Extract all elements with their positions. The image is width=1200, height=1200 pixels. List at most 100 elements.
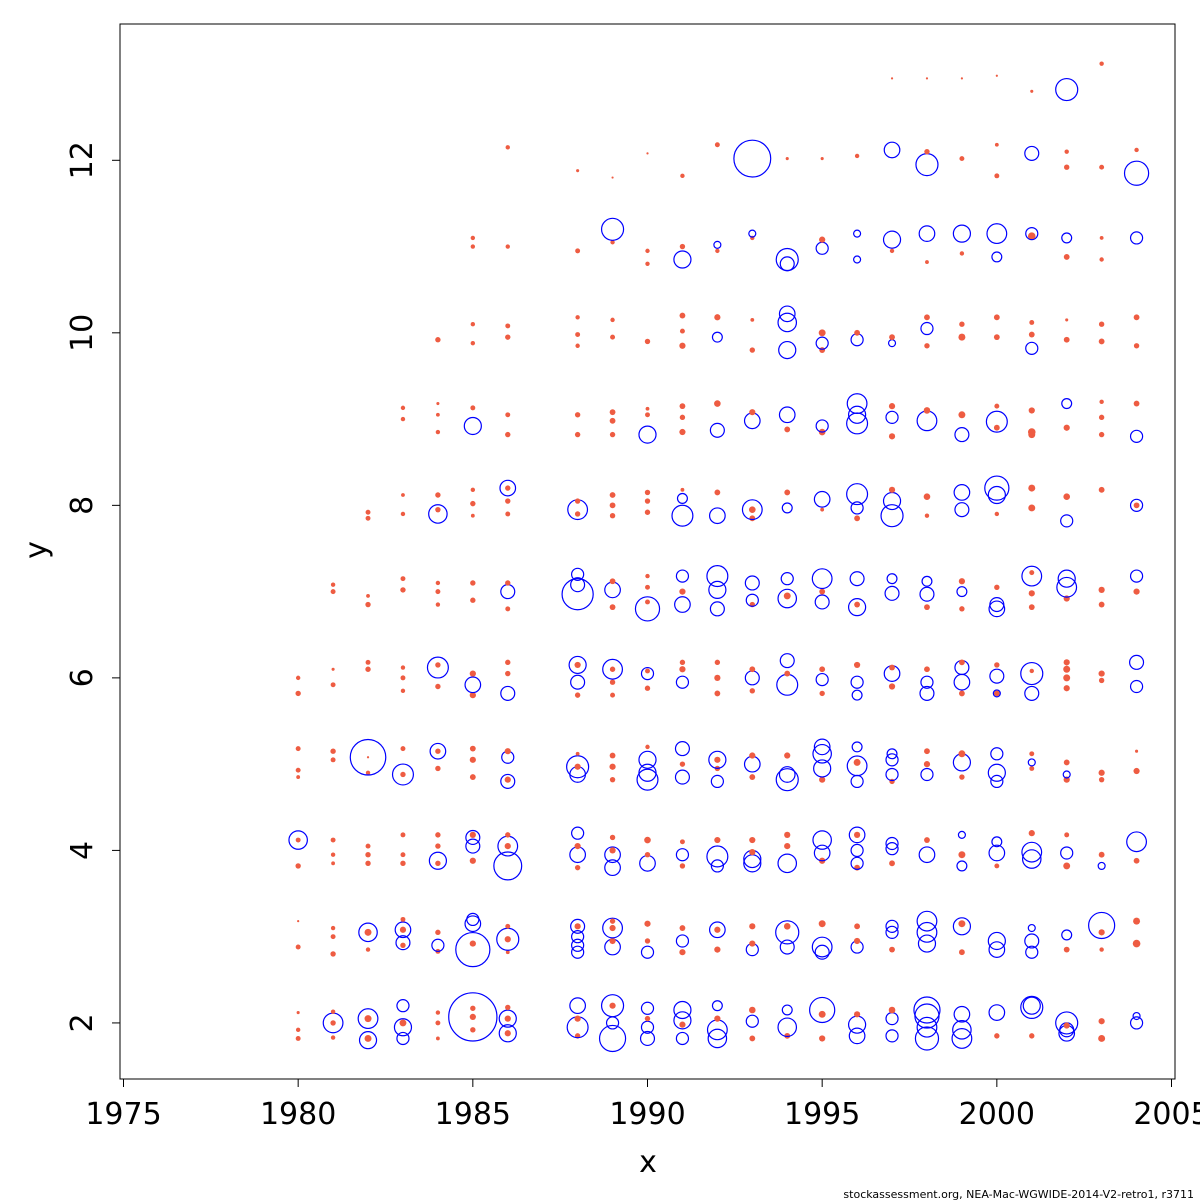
positive-residual-point — [1063, 946, 1070, 953]
positive-residual-point — [994, 584, 1000, 590]
positive-residual-point — [1099, 61, 1104, 66]
negative-residual-point — [885, 919, 899, 933]
positive-residual-point — [330, 837, 336, 843]
negative-residual-point — [391, 763, 414, 786]
positive-residual-point — [505, 950, 510, 955]
negative-residual-point — [357, 1008, 379, 1030]
negative-residual-point — [880, 504, 904, 528]
positive-residual-point — [1063, 493, 1071, 501]
positive-residual-point — [1028, 331, 1035, 338]
positive-residual-point — [296, 1011, 300, 1015]
negative-residual-point — [1027, 923, 1036, 933]
negative-residual-point — [675, 1031, 690, 1046]
positive-residual-point — [888, 683, 896, 690]
negative-residual-point — [777, 312, 798, 333]
x-tick-label: 1995 — [784, 1097, 860, 1132]
positive-residual-point — [1098, 321, 1105, 327]
positive-residual-point — [644, 852, 651, 858]
negative-residual-point — [779, 653, 795, 669]
positive-residual-point — [679, 863, 686, 869]
negative-residual-point — [813, 490, 831, 508]
positive-residual-point — [400, 860, 406, 867]
positive-residual-point — [610, 334, 616, 340]
positive-residual-point — [783, 592, 791, 600]
positive-residual-point — [611, 176, 614, 179]
positive-residual-point — [295, 837, 301, 843]
positive-residual-point — [890, 77, 894, 80]
negative-residual-point — [604, 859, 621, 877]
positive-residual-point — [1134, 147, 1139, 153]
negative-residual-point — [464, 676, 482, 694]
negative-residual-point — [706, 565, 729, 588]
positive-residual-point — [435, 337, 441, 343]
positive-residual-point — [924, 148, 930, 155]
negative-residual-point — [358, 1031, 378, 1050]
positive-residual-point — [330, 951, 336, 957]
negative-residual-point — [885, 925, 899, 939]
positive-residual-point — [610, 240, 615, 245]
negative-residual-point — [602, 917, 624, 939]
positive-residual-point — [365, 860, 371, 867]
negative-residual-point — [990, 774, 1004, 789]
positive-residual-point — [469, 670, 476, 677]
positive-residual-point — [469, 692, 476, 699]
positive-residual-point — [645, 584, 650, 590]
positive-residual-point — [854, 515, 861, 522]
negative-residual-point — [851, 741, 863, 753]
negative-residual-point — [566, 755, 590, 779]
positive-residual-point — [609, 417, 616, 424]
negative-residual-point — [918, 846, 936, 864]
positive-residual-point — [1063, 336, 1070, 343]
negative-residual-point — [710, 774, 724, 789]
positive-residual-point — [714, 946, 721, 953]
positive-residual-point — [888, 486, 896, 493]
positive-residual-point — [714, 690, 721, 697]
negative-residual-point — [1022, 996, 1041, 1015]
positive-residual-point — [470, 1005, 476, 1011]
negative-residual-point — [811, 568, 833, 590]
negative-residual-point — [1097, 861, 1106, 871]
negative-residual-point — [571, 826, 585, 840]
negative-residual-point — [598, 1024, 627, 1053]
positive-residual-point — [295, 746, 301, 752]
negative-residual-point — [733, 139, 772, 178]
positive-residual-point — [330, 757, 336, 763]
negative-residual-point — [813, 844, 831, 862]
positive-residual-point — [295, 675, 301, 681]
negative-residual-point — [779, 939, 795, 955]
negative-residual-point — [741, 499, 763, 521]
positive-residual-point — [574, 412, 581, 418]
positive-residual-point — [1029, 320, 1035, 325]
positive-residual-point — [889, 946, 895, 953]
positive-residual-point — [504, 842, 511, 850]
negative-residual-point — [992, 689, 1001, 698]
positive-residual-point — [400, 746, 406, 752]
x-tick-label: 1985 — [435, 1097, 511, 1132]
positive-residual-point — [609, 763, 616, 770]
positive-residual-point — [818, 920, 826, 928]
positive-residual-point — [1098, 414, 1105, 421]
negative-residual-point — [920, 767, 934, 782]
negative-residual-point — [431, 938, 445, 952]
negative-residual-point — [846, 755, 868, 777]
positive-residual-point — [714, 314, 721, 321]
negative-residual-point — [848, 826, 866, 844]
positive-residual-point — [853, 661, 861, 669]
negative-residual-point — [775, 247, 799, 272]
positive-residual-point — [644, 938, 651, 944]
positive-residual-point — [645, 599, 650, 605]
positive-residual-point — [400, 852, 406, 858]
positive-residual-point — [505, 145, 510, 150]
negative-residual-point — [743, 412, 761, 430]
positive-residual-point — [994, 863, 1000, 869]
positive-residual-point — [295, 1035, 301, 1041]
positive-residual-point — [645, 744, 650, 750]
negative-residual-point — [777, 588, 798, 609]
negative-residual-point — [675, 848, 690, 862]
positive-residual-point — [331, 667, 335, 671]
positive-residual-point — [1098, 929, 1105, 936]
x-tick-label: 2005 — [1133, 1097, 1200, 1132]
positive-residual-point — [818, 1010, 826, 1018]
negative-residual-point — [780, 572, 794, 586]
negative-residual-point — [778, 305, 796, 323]
